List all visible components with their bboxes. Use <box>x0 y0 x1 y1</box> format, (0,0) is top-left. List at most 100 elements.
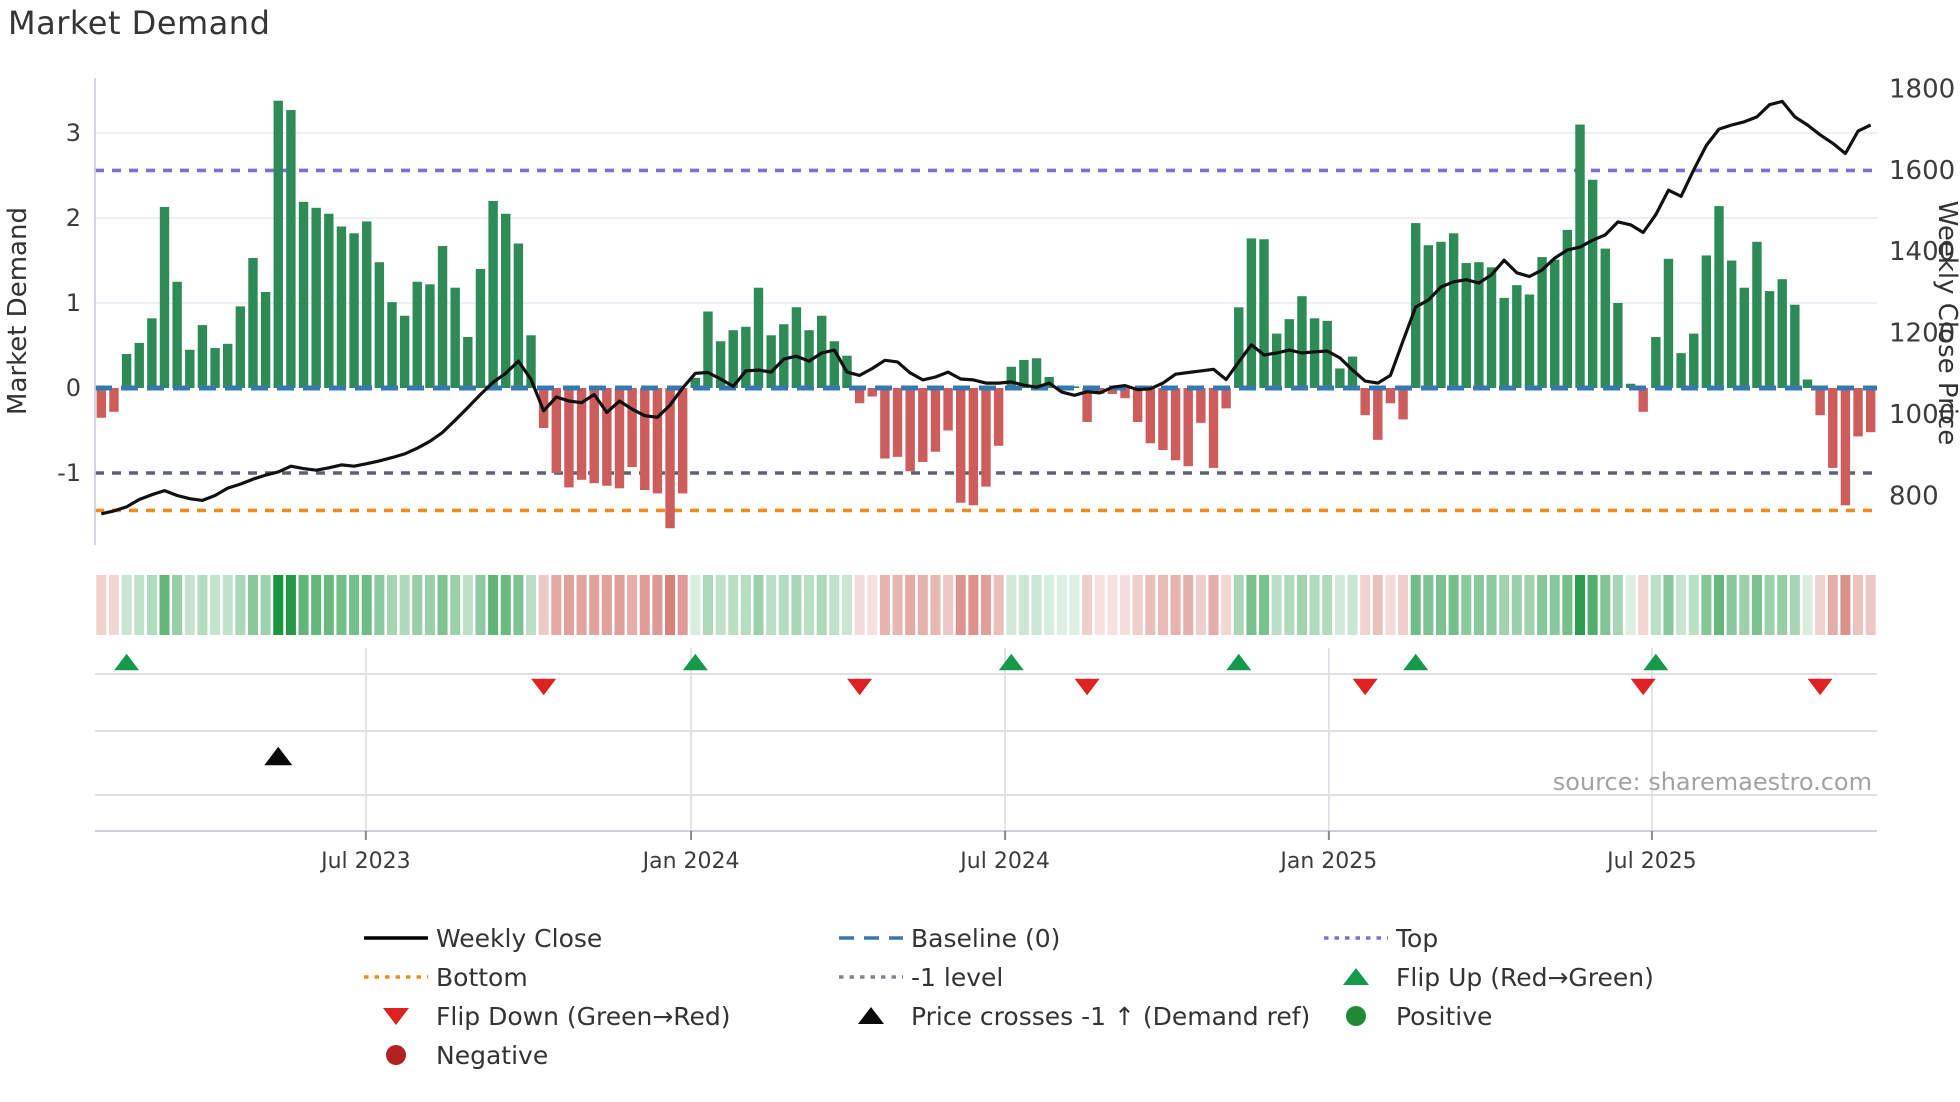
legend-label: Negative <box>436 1040 549 1070</box>
heatmap-cell <box>336 575 347 635</box>
heatmap-cell <box>1751 575 1762 635</box>
source-credit: source: sharemaestro.com <box>1552 768 1872 796</box>
demand-bar <box>854 388 865 404</box>
heatmap-cell <box>804 575 815 635</box>
heatmap-cell <box>374 575 385 635</box>
heatmap-cell <box>424 575 435 635</box>
demand-bar <box>362 221 372 388</box>
heatmap-cell <box>172 575 183 635</box>
demand-bar <box>665 388 675 529</box>
legend-entry: Flip Up (Red→Green) <box>1318 961 1654 993</box>
demand-bar <box>425 284 435 388</box>
heatmap-cell <box>829 575 840 635</box>
heatmap-cell <box>1638 575 1649 635</box>
demand-bar <box>526 335 536 388</box>
legend-entry: Top <box>1318 922 1654 954</box>
demand-bar <box>1221 388 1231 409</box>
flip-up-marker <box>114 653 140 671</box>
tri-down-red-icon <box>383 1008 409 1025</box>
legend-label: Positive <box>1396 1001 1493 1031</box>
demand-bar <box>1436 241 1446 388</box>
heatmap-cell <box>1726 575 1737 635</box>
legend-entry: Bottom <box>358 961 731 993</box>
demand-bar <box>627 388 637 468</box>
demand-bar <box>564 388 574 488</box>
right-tick-label: 1400 <box>1889 237 1955 267</box>
demand-bar <box>1815 388 1825 416</box>
demand-bar <box>1322 320 1332 388</box>
heatmap-cell <box>1082 575 1093 635</box>
right-tick-label: 1000 <box>1889 400 1955 430</box>
x-tick-label: Jul 2025 <box>1605 849 1697 874</box>
demand-bar <box>1448 233 1459 388</box>
heatmap-cell <box>134 575 145 635</box>
heatmap-cell <box>867 575 878 635</box>
legend-label: Baseline (0) <box>911 923 1061 953</box>
demand-bar <box>981 388 991 487</box>
heatmap-cell <box>778 575 789 635</box>
heatmap-cell <box>551 575 562 635</box>
legend-label: Price crosses -1 ↑ (Demand ref) <box>911 1001 1311 1031</box>
heatmap-cell <box>1183 575 1194 635</box>
heatmap-cell <box>450 575 461 635</box>
heatmap-cell <box>1221 575 1232 635</box>
x-tick-label: Jan 2024 <box>641 849 740 874</box>
heatmap-cell <box>1524 575 1535 635</box>
demand-bar <box>1183 388 1193 467</box>
heatmap-cell <box>930 575 941 635</box>
heatmap-cell <box>1625 575 1636 635</box>
legend-entry: Price crosses -1 ↑ (Demand ref) <box>833 1000 1310 1032</box>
demand-bar <box>1132 388 1143 422</box>
demand-bar <box>652 388 663 494</box>
heatmap-cell <box>879 575 890 635</box>
heatmap-cell <box>1157 575 1168 635</box>
demand-bar <box>829 341 840 388</box>
demand-bar <box>121 354 132 388</box>
dot-purple-icon <box>1324 936 1388 940</box>
heatmap-cell <box>197 575 208 635</box>
demand-bar <box>210 348 220 388</box>
page-title: Market Demand <box>8 4 271 42</box>
heatmap-cell <box>349 575 360 635</box>
legend-label: Top <box>1396 923 1439 953</box>
demand-bar <box>1335 368 1345 388</box>
heatmap-cell <box>96 575 107 635</box>
heatmap-cell <box>1309 575 1320 635</box>
legend-label: Bottom <box>436 962 528 992</box>
demand-bar <box>1284 319 1295 388</box>
heatmap-cell <box>1701 575 1712 635</box>
heatmap-cell <box>247 575 258 635</box>
demand-bar <box>488 201 498 388</box>
legend-symbol <box>833 964 911 990</box>
heatmap-cell <box>1511 575 1522 635</box>
heatmap-cell <box>1056 575 1067 635</box>
heatmap-cell <box>728 575 739 635</box>
dot-orange-icon <box>364 975 428 979</box>
weekly-close-line <box>100 99 1872 516</box>
heatmap-cell <box>1334 575 1345 635</box>
heatmap-cell <box>1322 575 1333 635</box>
demand-bar <box>1019 359 1029 388</box>
demand-bar <box>1259 239 1269 388</box>
demand-bar <box>576 388 587 480</box>
heatmap-cell <box>1764 575 1775 635</box>
demand-bar <box>741 326 751 388</box>
heatmap-cell <box>740 575 751 635</box>
heatmap-cell <box>1739 575 1750 635</box>
legend-entry: Negative <box>358 1039 731 1071</box>
heatmap-cell <box>235 575 246 635</box>
demand-bar <box>880 388 890 459</box>
flip-up-marker <box>1643 653 1669 671</box>
demand-bar <box>475 269 486 388</box>
left-axis-label: Market Demand <box>3 207 33 415</box>
heatmap-cell <box>184 575 195 635</box>
legend-column: Top Flip Up (Red→Green) Positive <box>1318 922 1654 1032</box>
heatmap-cell <box>690 575 701 635</box>
heatmap-cell <box>399 575 410 635</box>
heatmap-cell <box>980 575 992 635</box>
legend-label: Weekly Close <box>436 923 603 953</box>
legend-entry: Baseline (0) <box>833 922 1310 954</box>
demand-bar <box>602 388 612 486</box>
right-tick-label: 1800 <box>1889 74 1955 104</box>
demand-bar <box>1613 303 1623 388</box>
